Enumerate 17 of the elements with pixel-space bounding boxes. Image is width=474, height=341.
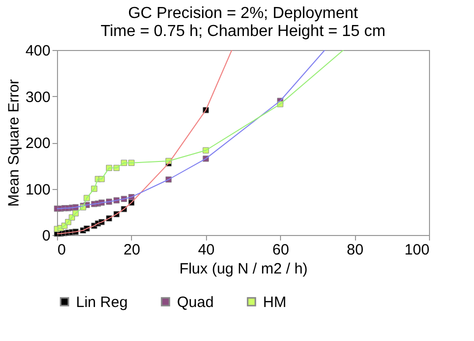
y-tick-label: 300 [25, 88, 50, 106]
y-tick-label: 400 [25, 42, 50, 60]
legend-label: HM [263, 294, 286, 311]
y-axis-title: Mean Square Error [5, 79, 22, 207]
legend-label: Quad [177, 294, 214, 311]
x-tick-label: 40 [198, 242, 215, 258]
y-tick-label: 0 [42, 228, 50, 244]
x-tick-label: 0 [58, 242, 66, 258]
chart-title: GC Precision = 2%; Deployment Time = 0.75 h; Chamber Height = 15 cm [100, 5, 386, 40]
legend-label: Lin Reg [76, 294, 128, 311]
y-tick-label: 200 [25, 135, 50, 152]
x-tick-label: 80 [346, 242, 364, 258]
x-axis-title: Flux (ug N / m2 / h) [179, 260, 308, 278]
x-tick-label: 60 [272, 242, 290, 258]
x-tick-label: 100 [404, 242, 430, 258]
y-tick-label: 100 [25, 181, 50, 198]
x-tick-label: 20 [124, 242, 140, 258]
